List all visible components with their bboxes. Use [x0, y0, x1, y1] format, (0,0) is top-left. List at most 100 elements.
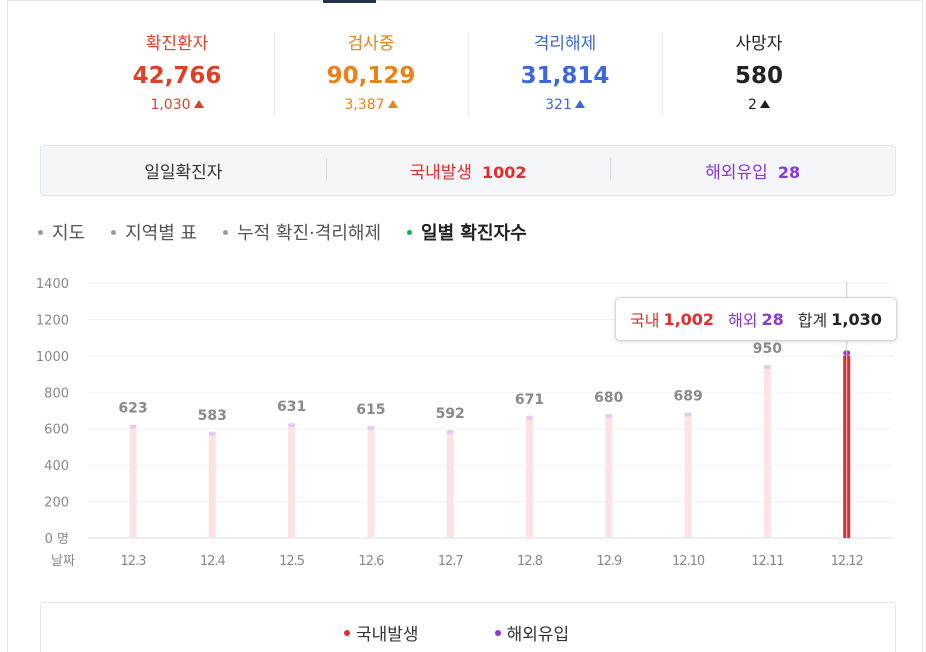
legend-box [40, 602, 896, 652]
data-label: 689 [673, 389, 702, 405]
bar-cap [526, 415, 533, 420]
up-triangle-icon [387, 100, 398, 108]
x-tick-label: 12.9 [596, 554, 622, 569]
summary-stats: 확진환자 42,766 1,030 검사중 90,129 3,387 격리해제 … [80, 30, 856, 118]
x-tick-label: 12.4 [200, 554, 226, 569]
bar-total [763, 364, 771, 538]
legend-item-overseas[interactable]: 해외유입 [494, 620, 570, 645]
up-triangle-icon [574, 100, 585, 108]
stat-label: 검사중 [347, 34, 395, 54]
x-tick-label: 12.10 [672, 554, 705, 569]
stat-delta: 1,030 [80, 94, 274, 116]
tooltip-overseas-label: 해외 [728, 311, 758, 330]
x-axis-label: 날짜 [51, 554, 75, 569]
bar-cap [208, 431, 216, 436]
y-tick-label: 1200 [36, 313, 69, 328]
y-tick-label: 800 [44, 386, 69, 401]
stat-label: 확진환자 [145, 34, 209, 54]
up-triangle-icon [759, 100, 770, 108]
y-tick-label: 1000 [36, 350, 69, 365]
bar-total [208, 431, 216, 538]
stat-deaths: 사망자 580 2 [662, 30, 856, 118]
daily-overseas-value: 28 [777, 163, 801, 182]
bullet-dot-icon [223, 229, 229, 235]
data-label: 583 [198, 408, 227, 424]
bar-cap [605, 414, 613, 419]
bar-total [288, 423, 296, 538]
bar-total [129, 424, 137, 538]
y-tick-label: 0 명 [45, 532, 69, 547]
tooltip-domestic-label: 국내 [630, 311, 660, 330]
stat-confirmed: 확진환자 42,766 1,030 [80, 30, 274, 118]
stat-label: 격리해제 [533, 34, 597, 54]
data-label: 680 [594, 390, 623, 406]
tab-map[interactable]: 지도 [38, 219, 85, 245]
stat-value: 90,129 [326, 63, 416, 89]
stat-delta: 321 [468, 94, 662, 116]
x-tick-label: 12.12 [831, 554, 863, 569]
tooltip-total-label: 합계 [797, 311, 828, 330]
tab-cumulative[interactable]: 누적 확진·격리해제 [223, 219, 381, 245]
x-tick-label: 12.3 [121, 554, 147, 569]
bullet-dot-icon [111, 229, 117, 235]
active-tab-indicator [323, 0, 376, 3]
tab-region-table[interactable]: 지역별 표 [111, 219, 197, 245]
left-border [7, 0, 8, 652]
stat-delta: 2 [662, 94, 856, 116]
bar-cap [129, 424, 137, 429]
daily-summary-bar: 일일확진자 국내발생 1002 해외유입 28 [40, 145, 896, 196]
tab-label: 일별 확진자수 [421, 223, 527, 244]
stat-delta: 3,387 [274, 94, 468, 116]
bar-cap [367, 425, 375, 430]
bar-total [446, 430, 454, 538]
x-tick-label: 12.6 [358, 554, 384, 569]
daily-domestic-label: 국내발생 [409, 163, 473, 183]
tab-label: 누적 확진·격리해제 [237, 223, 382, 244]
bullet-dot-icon [407, 229, 413, 235]
data-label: 623 [118, 401, 147, 417]
x-tick-label: 12.8 [517, 554, 543, 569]
legend-label: 해외유입 [506, 625, 570, 645]
bar-total [684, 412, 692, 538]
daily-domestic: 국내발생 1002 [325, 158, 611, 183]
data-label: 671 [515, 392, 544, 408]
data-label: 950 [753, 341, 782, 357]
legend-dot-icon [494, 629, 501, 636]
daily-title: 일일확진자 [41, 158, 326, 183]
stat-value: 31,814 [520, 63, 610, 89]
legend-item-domestic[interactable]: 국내발생 [344, 620, 419, 645]
bar-cap [446, 430, 454, 435]
bar-total [526, 415, 533, 538]
stat-delta-value: 3,387 [344, 97, 385, 113]
data-label: 631 [277, 399, 306, 415]
tooltip-domestic-value: 1,002 [663, 309, 715, 329]
tooltip-total-value: 1,030 [831, 309, 882, 329]
stat-released: 격리해제 31,814 321 [468, 30, 662, 118]
top-divider [8, 0, 922, 1]
tab-label: 지도 [52, 223, 86, 244]
stat-value: 580 [734, 63, 783, 89]
stat-delta-value: 1,030 [150, 97, 191, 113]
stat-label: 사망자 [735, 34, 783, 54]
bar-cap [288, 423, 296, 428]
y-tick-label: 200 [44, 496, 69, 511]
x-tick-label: 12.5 [279, 554, 305, 569]
stat-delta-value: 321 [545, 97, 572, 113]
data-label: 615 [356, 402, 385, 418]
tab-label: 지역별 표 [125, 223, 198, 244]
bar-total [605, 414, 613, 538]
daily-overseas-label: 해외유입 [705, 163, 768, 183]
chart-legend: 국내발생 해외유입 [344, 620, 645, 645]
daily-overseas: 해외유입 28 [610, 158, 895, 183]
stat-value: 42,766 [132, 63, 222, 89]
daily-title-label: 일일확진자 [144, 163, 223, 183]
data-label: 592 [436, 406, 465, 422]
y-tick-label: 400 [44, 459, 69, 474]
x-tick-label: 12.11 [751, 554, 784, 569]
up-triangle-icon [193, 100, 204, 108]
chart-tooltip: 국내 1,002 해외 28 합계 1,030 [615, 297, 897, 341]
daily-domestic-value: 1002 [482, 163, 527, 182]
stat-testing: 검사중 90,129 3,387 [274, 30, 468, 118]
tab-daily[interactable]: 일별 확진자수 [407, 219, 527, 245]
y-tick-label: 600 [44, 423, 69, 438]
